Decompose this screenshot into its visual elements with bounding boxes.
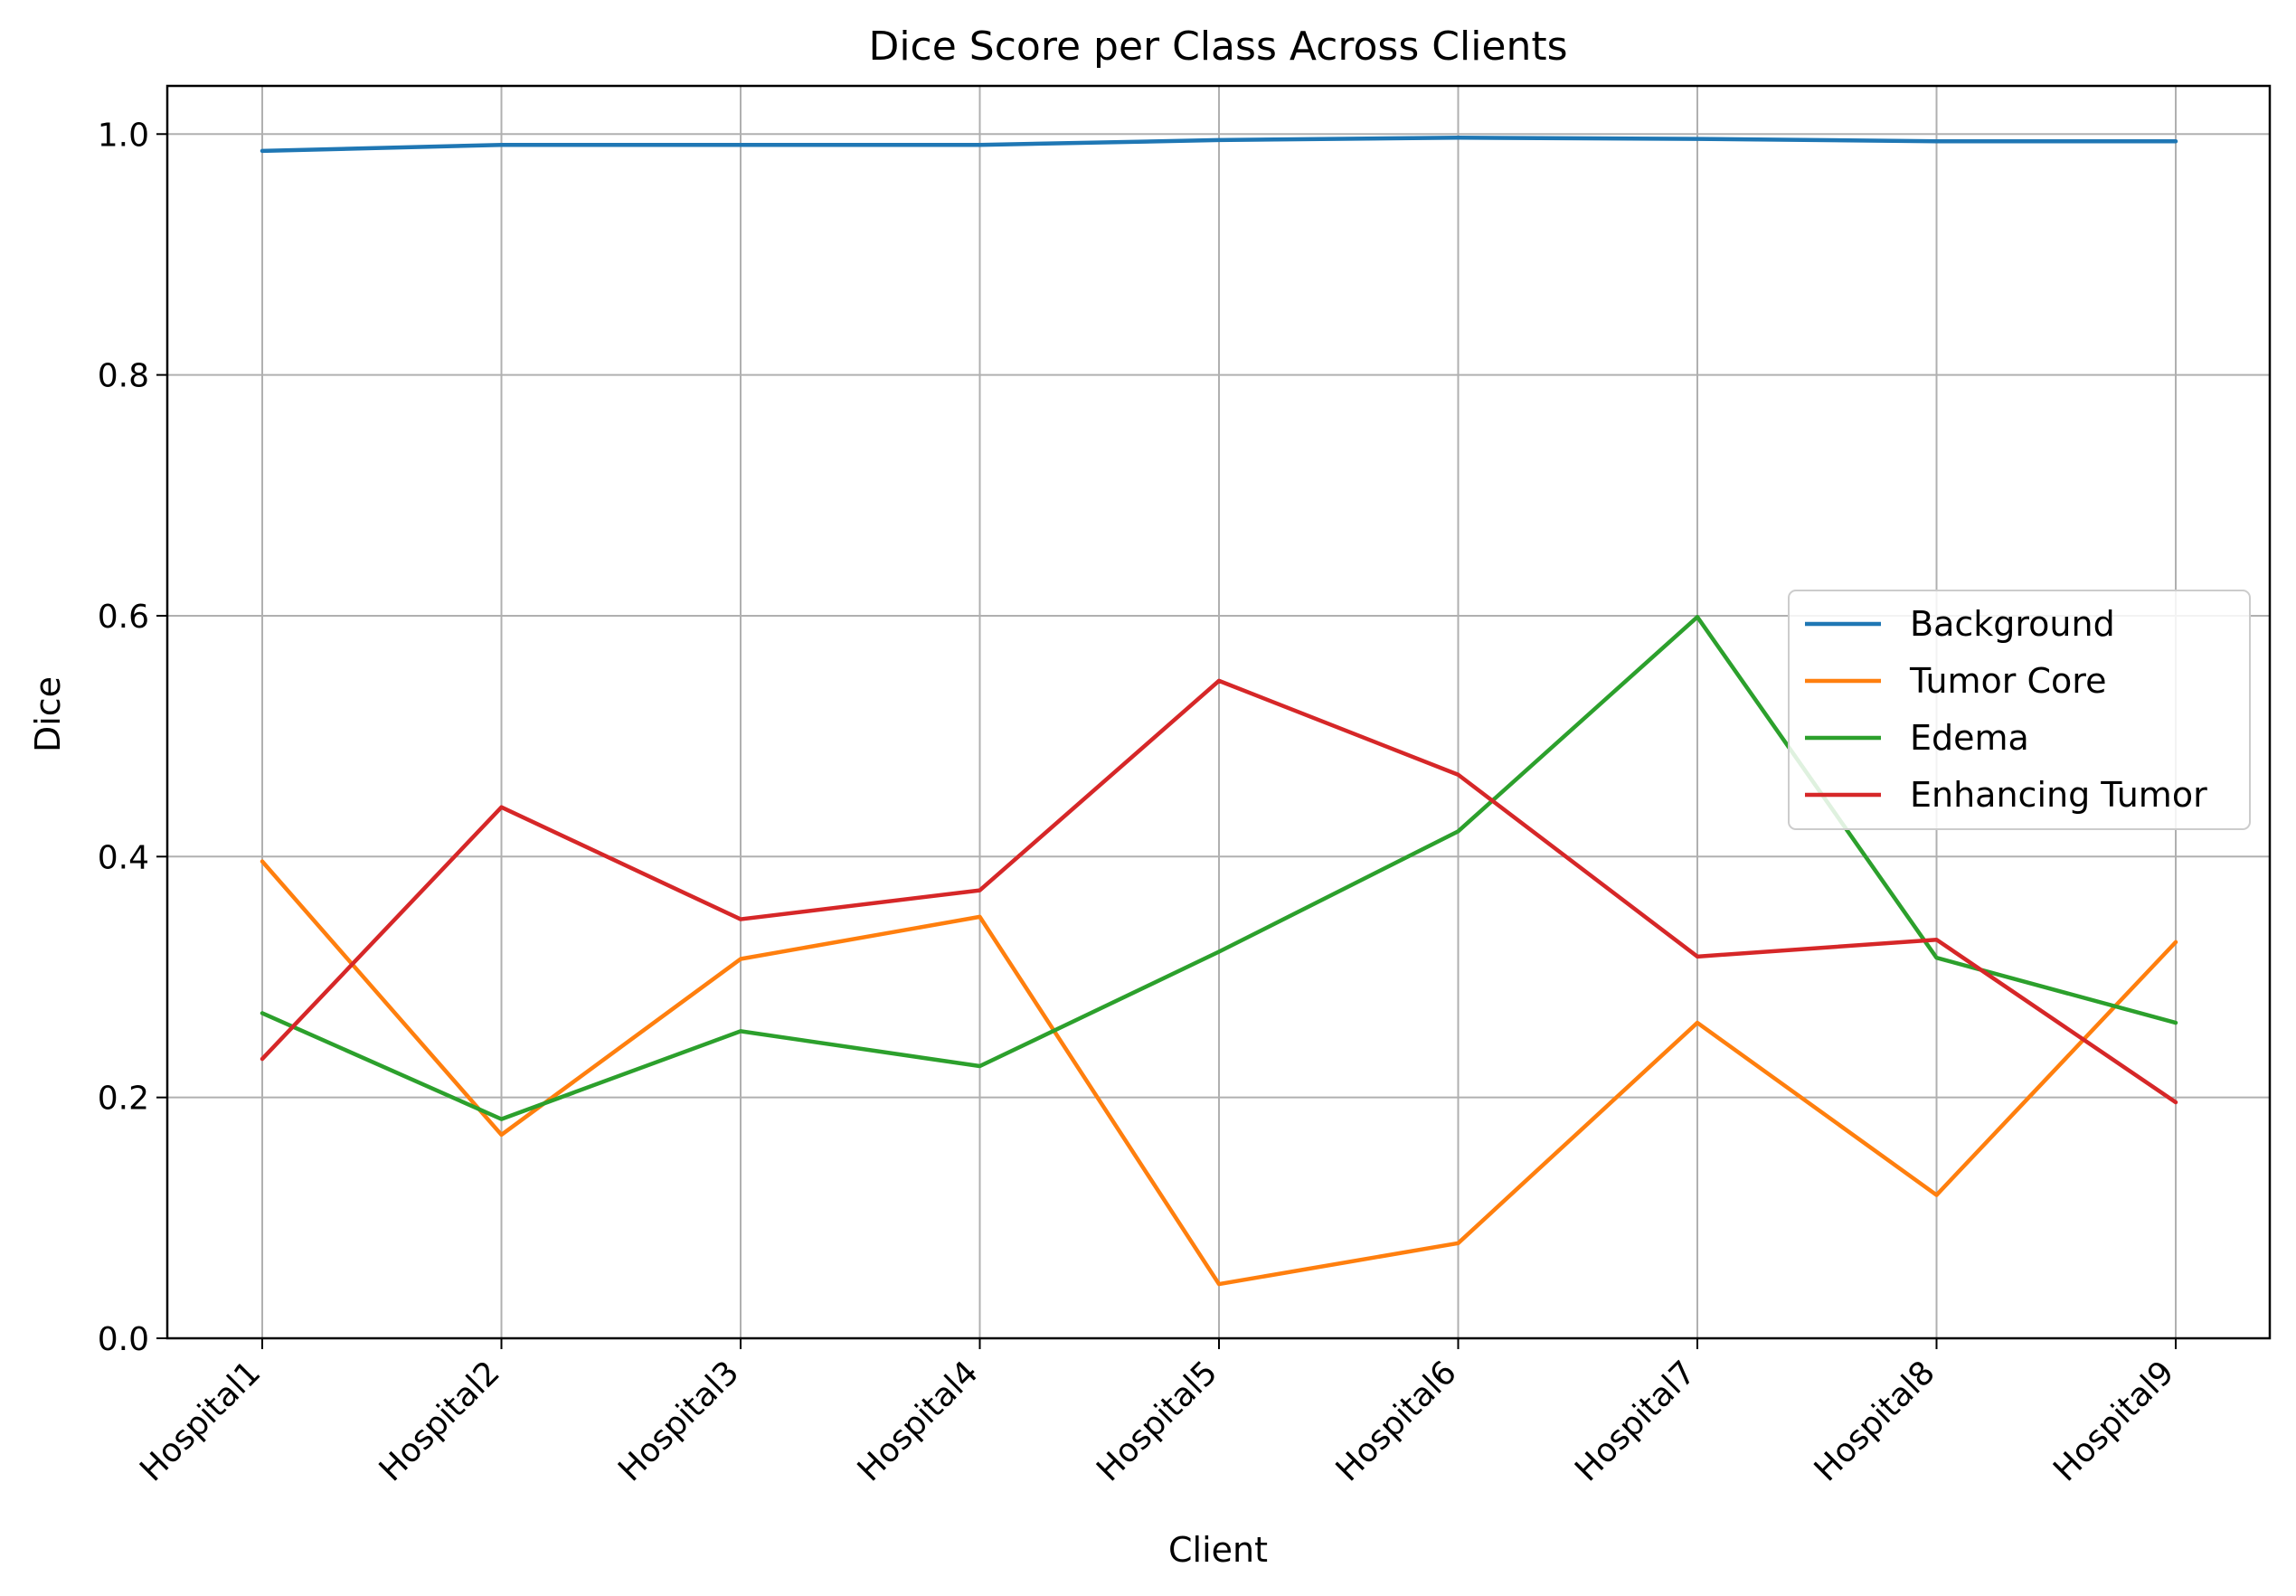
legend: Background Tumor Core Edema Enhancing Tumor	[1788, 590, 2251, 830]
legend-box	[1788, 590, 2251, 830]
x-tick-label: Hospital2	[373, 1354, 507, 1488]
x-tick-label: Hospital3	[611, 1354, 746, 1488]
y-tick-label: 0.2	[98, 1081, 149, 1118]
y-tick-label: 0.6	[98, 599, 149, 636]
y-axis-ticks: 0.0 0.2 0.4 0.6 0.8 1.0	[98, 117, 167, 1358]
y-tick-label: 1.0	[98, 117, 149, 154]
x-tick-label: Hospital5	[1090, 1354, 1224, 1488]
series-line-edema	[260, 615, 2178, 1121]
y-tick-label: 0.8	[98, 358, 149, 395]
y-tick-label: 0.4	[98, 839, 149, 876]
chart-title: Dice Score per Class Across Clients	[868, 24, 1567, 70]
x-tick-label: Hospital1	[133, 1354, 268, 1488]
legend-label: Background	[1910, 604, 2115, 644]
legend-label: Edema	[1910, 718, 2029, 758]
x-axis-ticks: Hospital1 Hospital2 Hospital3 Hospital4 Hosp…	[133, 1338, 2181, 1488]
x-tick-label: Hospital9	[2046, 1354, 2181, 1488]
series-line-tumor-core	[260, 859, 2178, 1287]
y-tick-label: 0.0	[98, 1321, 149, 1358]
x-tick-label: Hospital7	[1568, 1354, 1703, 1488]
x-tick-label: Hospital8	[1808, 1354, 1942, 1488]
legend-label: Tumor Core	[1909, 661, 2106, 701]
series-lines	[260, 136, 2178, 1287]
x-tick-label: Hospital4	[851, 1354, 986, 1488]
legend-label: Enhancing Tumor	[1910, 775, 2207, 815]
series-line-enhancing-tumor	[260, 678, 2178, 1105]
x-axis-label: Client	[1168, 1530, 1268, 1570]
series-line-background	[260, 136, 2178, 154]
x-tick-label: Hospital6	[1329, 1354, 1464, 1488]
y-axis-label: Dice	[28, 676, 68, 752]
